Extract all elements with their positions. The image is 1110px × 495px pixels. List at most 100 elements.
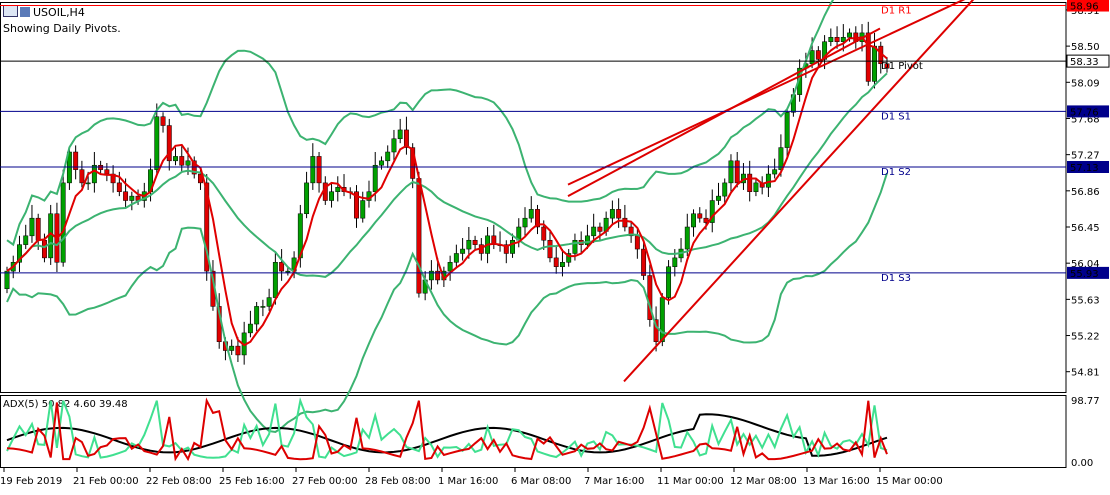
candle-body: [260, 306, 266, 308]
pivot-label: D1 Pivot: [881, 61, 923, 72]
pivot-price-tag: [1067, 0, 1109, 12]
pivot-price-label: 55.93: [1070, 269, 1099, 280]
candle-body: [247, 323, 253, 334]
candle-body: [453, 253, 459, 263]
price-tick-label: 57.68: [1071, 114, 1100, 125]
pivot-price-tag: [1067, 161, 1109, 173]
adx-scale-top: 98.77: [1071, 396, 1100, 407]
candle-body: [35, 217, 41, 241]
candle-body: [884, 63, 890, 69]
candle-body: [634, 235, 640, 250]
time-tick-label: 1 Mar 16:00: [438, 476, 498, 487]
candle-body: [41, 239, 47, 259]
candle-body: [847, 32, 853, 38]
candle-body: [572, 239, 578, 254]
time-tick-label: 22 Feb 08:00: [146, 476, 212, 487]
candle-body: [659, 297, 665, 342]
candle-body: [728, 160, 734, 184]
candle-body: [428, 270, 434, 281]
pivot-price-label: 57.13: [1070, 163, 1099, 174]
candle-body: [17, 244, 22, 263]
candle-body: [828, 37, 834, 42]
chart-settings-icon[interactable]: [20, 7, 30, 17]
trendline-lower: [623, 0, 975, 383]
pivot-price-label: 58.33: [1070, 57, 1099, 68]
candle-body: [91, 164, 97, 184]
trendline-channel-top: [567, 27, 881, 197]
candle-body: [397, 129, 403, 140]
candle-body: [447, 262, 453, 272]
candle-body: [272, 262, 278, 298]
candle-body: [597, 226, 603, 232]
candle-body: [716, 195, 721, 201]
candle-body: [304, 182, 310, 215]
candle-body: [354, 191, 359, 219]
candle-body: [591, 226, 597, 237]
price-tick-label: 55.63: [1071, 295, 1100, 306]
adx-line: [6, 413, 888, 457]
candle-body: [609, 209, 615, 219]
candle-body: [466, 239, 472, 250]
pivot-label: D1 R1: [881, 6, 912, 17]
candle-body: [385, 151, 391, 162]
candle-body: [834, 37, 840, 42]
candle-body: [472, 239, 478, 245]
candle-body: [772, 169, 778, 175]
candle-body: [722, 182, 728, 197]
bollinger-middle-band: [6, 72, 888, 278]
chart-symbol-title: USOIL,H4: [3, 5, 85, 19]
time-tick-label: 28 Feb 08:00: [365, 476, 431, 487]
candle-body: [129, 195, 135, 201]
candle-body: [765, 173, 771, 188]
candle-body: [691, 213, 696, 228]
candle-body: [872, 45, 877, 82]
time-tick-label: 15 Mar 00:00: [876, 476, 943, 487]
candle-body: [703, 217, 709, 223]
moving-average-line: [6, 36, 888, 347]
minus-di-line: [6, 397, 888, 462]
candle-body: [166, 125, 172, 162]
candle-body: [566, 253, 572, 263]
candle-body: [204, 182, 210, 272]
price-tick-label: 56.04: [1071, 259, 1100, 270]
candle-body: [616, 209, 622, 219]
candle-body: [310, 156, 316, 184]
candle-body: [460, 248, 466, 254]
price-pane-frame: [0, 2, 1067, 393]
candle-body: [185, 160, 191, 166]
candle-body: [560, 262, 565, 267]
candle-body: [160, 116, 166, 126]
time-tick-label: 12 Mar 08:00: [730, 476, 797, 487]
indicator-pane-frame: [0, 395, 1067, 468]
symbol-label: USOIL,H4: [33, 6, 85, 19]
candle-body: [23, 235, 29, 245]
candle-body: [522, 217, 528, 228]
candle-body: [553, 257, 559, 267]
candle-body: [285, 270, 291, 273]
candle-body: [229, 345, 235, 351]
candle-body: [435, 270, 441, 281]
candle-body: [379, 160, 384, 166]
candle-body: [316, 156, 322, 184]
candle-body: [672, 257, 678, 267]
candle-body: [622, 217, 628, 228]
candle-body: [29, 217, 35, 237]
price-tick-label: 56.45: [1071, 223, 1100, 234]
candle-body: [697, 213, 703, 219]
candle-body: [778, 147, 784, 170]
candle-body: [784, 112, 790, 148]
candle-body: [666, 266, 672, 298]
candle-body: [60, 182, 66, 263]
price-tick-label: 58.50: [1071, 42, 1100, 53]
candle-body: [684, 226, 690, 250]
candle-body: [4, 270, 10, 290]
pivot-label: D1 S2: [881, 167, 911, 178]
candle-body: [510, 239, 515, 254]
candle-body: [535, 209, 540, 228]
adx-scale-bottom: 0.00: [1071, 458, 1093, 469]
pivot-price-label: 57.76: [1070, 107, 1099, 118]
candle-body: [416, 178, 422, 294]
candle-body: [73, 151, 79, 170]
candle-body: [541, 226, 547, 241]
